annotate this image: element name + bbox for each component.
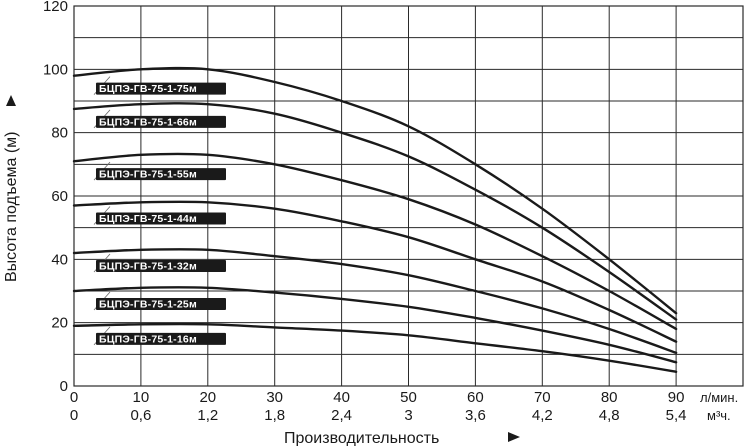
x-tick-label-secondary: 2,4	[331, 407, 352, 424]
series-label-box	[96, 168, 226, 181]
x-tick-label-primary: 50	[400, 389, 417, 406]
series-line	[72, 322, 678, 373]
y-tick-label: 40	[51, 251, 68, 268]
x-axis-title: Производительность	[284, 430, 439, 446]
series-label-box	[96, 212, 226, 225]
x-tick-label-secondary: 5,4	[666, 407, 687, 424]
x-tick-label-primary: 10	[133, 389, 150, 406]
series-label: БЦПЭ-ГВ-75-1-25м	[99, 299, 197, 311]
series-line	[72, 200, 678, 343]
series-label: БЦПЭ-ГВ-75-1-44м	[99, 213, 197, 225]
series-label: БЦПЭ-ГВ-75-1-32м	[99, 261, 197, 273]
x-tick-label-primary: 90	[668, 389, 685, 406]
y-tick-label: 20	[51, 315, 68, 332]
x-tick-label-secondary: 4,2	[532, 407, 553, 424]
series-label: БЦПЭ-ГВ-75-1-16м	[99, 333, 197, 345]
x-tick-label-secondary: 1,8	[264, 407, 285, 424]
series-line	[72, 102, 678, 321]
series-line	[72, 152, 678, 331]
x-tick-label-primary: 80	[601, 389, 618, 406]
x-tick-label-primary: 0	[70, 389, 78, 406]
series-label-box	[96, 332, 226, 345]
series-label: БЦПЭ-ГВ-75-1-66м	[99, 116, 197, 128]
y-tick-label: 0	[60, 378, 68, 395]
y-tick-label: 120	[43, 0, 68, 15]
x-unit-primary: л/мин.	[700, 390, 738, 405]
series-label: БЦПЭ-ГВ-75-1-55м	[99, 169, 197, 181]
y-tick-label: 80	[51, 125, 68, 142]
y-tick-label: 60	[51, 188, 68, 205]
x-unit-secondary: м³ч.	[707, 408, 731, 423]
series-label-box	[96, 298, 226, 310]
x-tick-labels-secondary: 0 0,6 1,2 1,8 2,4 3 3,6 4,2 4,8 5,4	[70, 407, 687, 424]
x-tick-label-secondary: 4,8	[599, 407, 620, 424]
plot-frame	[73, 5, 744, 387]
series-line	[72, 66, 678, 315]
x-tick-label-primary: 60	[467, 389, 484, 406]
curves	[72, 66, 678, 373]
grid	[73, 5, 744, 387]
series-labels: БЦПЭ-ГВ-75-1-75м БЦПЭ-ГВ-75-1-66м БЦПЭ-ГВ-…	[93, 76, 226, 345]
y-axis-title: Высота подъема (м)	[3, 132, 20, 282]
y-tick-label: 100	[43, 61, 68, 78]
series-label-box	[96, 115, 226, 128]
x-tick-label-secondary: 3,6	[465, 407, 486, 424]
series-label: БЦПЭ-ГВ-75-1-75м	[99, 83, 197, 95]
x-tick-label-secondary: 0	[70, 407, 78, 424]
x-tick-label-secondary: 3	[404, 407, 412, 424]
series-line	[72, 286, 678, 364]
series-line	[72, 248, 678, 354]
y-tick-labels: 0 20 40 60 80 100 120	[43, 0, 68, 395]
x-tick-label-primary: 40	[333, 389, 350, 406]
series-label-box	[96, 260, 226, 272]
x-tick-label-secondary: 1,2	[197, 407, 218, 424]
series-label-box	[96, 82, 226, 95]
x-axis-arrow-icon	[508, 432, 520, 442]
y-axis-arrow-icon	[6, 95, 16, 106]
x-tick-labels-primary: 0 10 20 30 40 50 60 70 80 90	[70, 389, 685, 406]
x-tick-label-secondary: 0,6	[130, 407, 151, 424]
x-tick-label-primary: 20	[199, 389, 216, 406]
x-tick-label-primary: 70	[534, 389, 551, 406]
x-tick-label-primary: 30	[266, 389, 283, 406]
